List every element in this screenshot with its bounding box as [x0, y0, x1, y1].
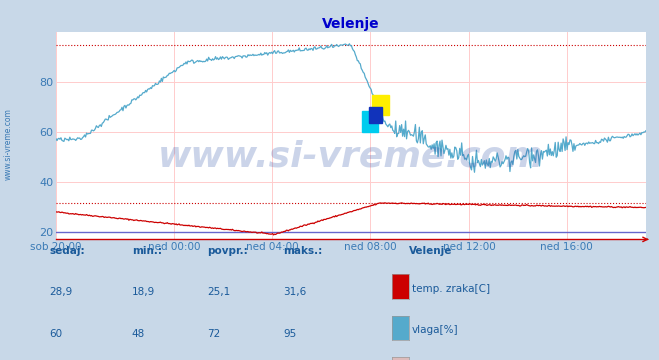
Text: maks.:: maks.:: [283, 246, 323, 256]
Bar: [372, 94, 389, 115]
Bar: [368, 107, 382, 123]
Text: 60: 60: [49, 329, 63, 339]
Text: 48: 48: [132, 329, 145, 339]
Text: sedaj:: sedaj:: [49, 246, 85, 256]
Bar: [362, 111, 378, 132]
Text: min.:: min.:: [132, 246, 162, 256]
Text: vlaga[%]: vlaga[%]: [412, 325, 459, 335]
Text: 31,6: 31,6: [283, 287, 306, 297]
Text: 25,1: 25,1: [208, 287, 231, 297]
Text: www.si-vreme.com: www.si-vreme.com: [158, 140, 544, 174]
Text: 72: 72: [208, 329, 221, 339]
Text: 95: 95: [283, 329, 297, 339]
Text: 18,9: 18,9: [132, 287, 155, 297]
Text: temp. zraka[C]: temp. zraka[C]: [412, 284, 490, 294]
Text: 28,9: 28,9: [49, 287, 72, 297]
Text: Velenje: Velenje: [409, 246, 452, 256]
Text: povpr.:: povpr.:: [208, 246, 248, 256]
Text: www.si-vreme.com: www.si-vreme.com: [4, 108, 13, 180]
Title: Velenje: Velenje: [322, 17, 380, 31]
